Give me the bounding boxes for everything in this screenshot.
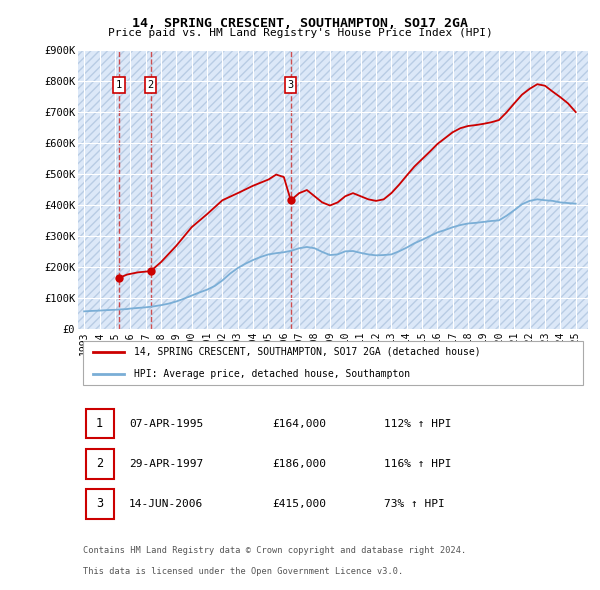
Text: Price paid vs. HM Land Registry's House Price Index (HPI): Price paid vs. HM Land Registry's House … — [107, 28, 493, 38]
Text: 1: 1 — [96, 417, 103, 430]
Text: 3: 3 — [287, 80, 294, 90]
Text: Contains HM Land Registry data © Crown copyright and database right 2024.: Contains HM Land Registry data © Crown c… — [83, 546, 466, 555]
Text: 3: 3 — [96, 497, 103, 510]
Text: 14, SPRING CRESCENT, SOUTHAMPTON, SO17 2GA: 14, SPRING CRESCENT, SOUTHAMPTON, SO17 2… — [132, 17, 468, 30]
Text: 2: 2 — [148, 80, 154, 90]
Text: 1: 1 — [116, 80, 122, 90]
Text: £415,000: £415,000 — [272, 499, 326, 509]
Text: HPI: Average price, detached house, Southampton: HPI: Average price, detached house, Sout… — [134, 369, 410, 379]
FancyBboxPatch shape — [83, 340, 583, 385]
Text: 14-JUN-2006: 14-JUN-2006 — [129, 499, 203, 509]
Text: 07-APR-1995: 07-APR-1995 — [129, 419, 203, 428]
Text: 14, SPRING CRESCENT, SOUTHAMPTON, SO17 2GA (detached house): 14, SPRING CRESCENT, SOUTHAMPTON, SO17 2… — [134, 347, 481, 357]
Text: £186,000: £186,000 — [272, 459, 326, 469]
Text: This data is licensed under the Open Government Licence v3.0.: This data is licensed under the Open Gov… — [83, 567, 403, 576]
Text: 2: 2 — [96, 457, 103, 470]
Text: 116% ↑ HPI: 116% ↑ HPI — [384, 459, 452, 469]
FancyBboxPatch shape — [86, 489, 114, 519]
Text: 29-APR-1997: 29-APR-1997 — [129, 459, 203, 469]
Text: 73% ↑ HPI: 73% ↑ HPI — [384, 499, 445, 509]
Text: 112% ↑ HPI: 112% ↑ HPI — [384, 419, 452, 428]
FancyBboxPatch shape — [86, 409, 114, 438]
FancyBboxPatch shape — [86, 449, 114, 478]
Text: £164,000: £164,000 — [272, 419, 326, 428]
